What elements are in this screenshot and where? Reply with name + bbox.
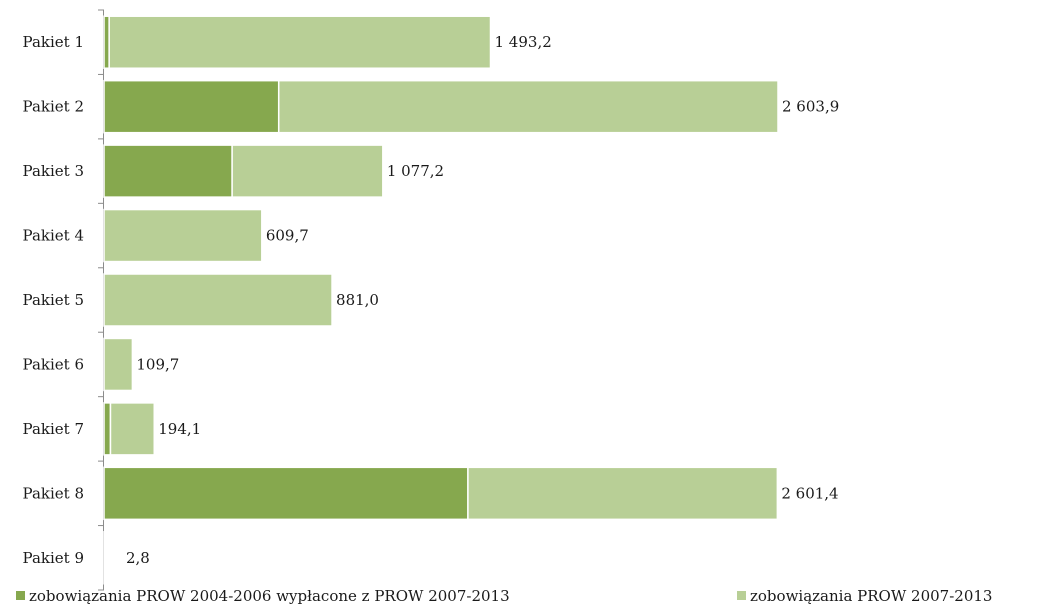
legend-swatch — [737, 591, 746, 600]
category-label: Pakiet 6 — [23, 355, 84, 373]
bar-segment-2007-2013 — [277, 79, 779, 134]
legend-label: zobowiązania PROW 2007-2013 — [750, 587, 992, 605]
y-axis — [98, 9, 104, 591]
category-label: Pakiet 8 — [23, 484, 84, 502]
value-label: 194,1 — [158, 420, 201, 438]
bar-segment-2007-2013 — [108, 15, 492, 69]
value-label: 881,0 — [336, 291, 379, 309]
category-label: Pakiet 4 — [23, 227, 84, 245]
value-label: 1 493,2 — [495, 33, 552, 51]
category-label: Pakiet 3 — [23, 162, 84, 180]
category-label: Pakiet 9 — [23, 549, 84, 567]
bar-segment-2004-2006 — [103, 79, 280, 134]
value-label: 109,7 — [136, 355, 179, 373]
bar-segment-2007-2013 — [103, 273, 333, 327]
bar-segment-2007-2013 — [103, 337, 134, 392]
value-label: 2,8 — [126, 549, 150, 567]
value-label: 1 077,2 — [387, 162, 444, 180]
category-label: Pakiet 2 — [23, 98, 84, 116]
legend-label: zobowiązania PROW 2004-2006 wypłacone z … — [29, 587, 510, 605]
legend-swatch — [16, 591, 25, 600]
category-label: Pakiet 5 — [23, 291, 84, 309]
bar-segment-2004-2006 — [103, 402, 112, 456]
bar-segment-2007-2013 — [103, 208, 263, 263]
bar-segment-2004-2006 — [103, 466, 469, 521]
category-label: Pakiet 1 — [23, 33, 84, 51]
legend: zobowiązania PROW 2004-2006 wypłacone z … — [16, 587, 992, 605]
category-labels: Pakiet 1 Pakiet 2 Pakiet 3 Pakiet 4 Pakiet 5… — [23, 33, 84, 567]
value-labels: 1 493,2 2 603,9 1 077,2 609,7 881,0 109,7 194,… — [126, 33, 839, 567]
bar-segment-2007-2013 — [109, 402, 155, 456]
category-label: Pakiet 7 — [23, 420, 84, 438]
bar-segment-2004-2006 — [103, 15, 110, 69]
value-label: 609,7 — [266, 227, 309, 245]
value-label: 2 603,9 — [782, 98, 839, 116]
value-label: 2 601,4 — [781, 484, 838, 502]
bar-segment-2007-2013 — [103, 531, 106, 585]
bar-segment-2004-2006 — [103, 144, 233, 198]
bar-segment-2007-2013 — [467, 466, 779, 521]
bars — [103, 15, 779, 585]
bar-segment-2007-2013 — [231, 144, 384, 198]
